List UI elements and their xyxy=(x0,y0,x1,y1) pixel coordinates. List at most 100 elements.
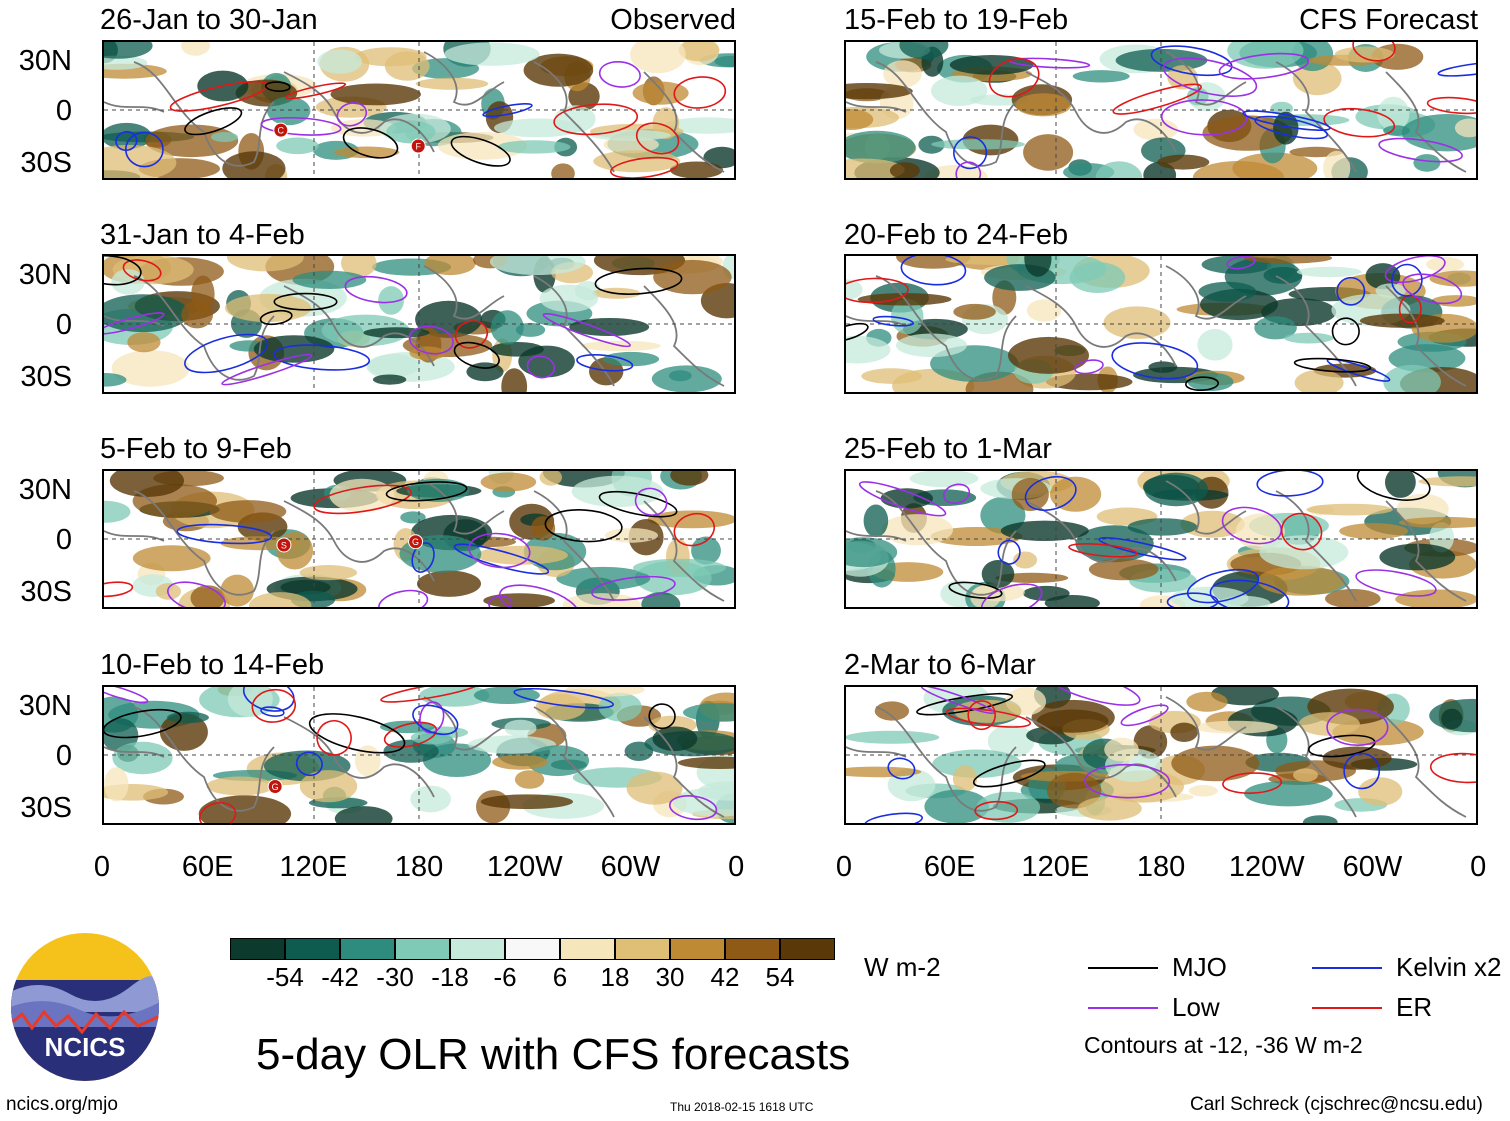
olr-anomaly-blob xyxy=(167,711,209,724)
colorbar-swatch xyxy=(230,938,285,960)
legend-mjo: MJO xyxy=(1088,952,1227,983)
er-contour xyxy=(673,512,716,547)
map-panel xyxy=(844,685,1478,825)
er-contour xyxy=(198,801,237,823)
olr-anomaly-blob xyxy=(490,310,524,345)
low-contour xyxy=(1160,99,1248,136)
olr-anomaly-blob xyxy=(930,527,1023,546)
lon-label: 0 xyxy=(1470,851,1487,883)
olr-anomaly-blob xyxy=(952,765,978,792)
olr-anomaly-blob xyxy=(198,795,292,823)
olr-anomaly-blob xyxy=(526,745,590,777)
colorbar-tick: -54 xyxy=(266,962,304,992)
olr-anomaly-blob xyxy=(1339,523,1408,540)
low-contour xyxy=(336,102,368,127)
er-contour xyxy=(610,156,679,178)
low-contour xyxy=(526,355,556,379)
storm-marker-label: S xyxy=(281,540,287,550)
olr-anomaly-blob xyxy=(1377,96,1410,131)
coastline xyxy=(1385,500,1467,602)
coastline xyxy=(133,61,275,167)
olr-anomaly-blob xyxy=(883,60,922,88)
coastline xyxy=(875,490,1017,596)
coastline xyxy=(133,490,275,596)
olr-anomaly-blob xyxy=(334,146,400,159)
lon-label: 60W xyxy=(1342,851,1403,883)
olr-anomaly-blob xyxy=(1302,815,1338,823)
colorbar xyxy=(230,938,835,960)
kelvin-contour xyxy=(453,543,550,575)
colorbar-tick: 54 xyxy=(765,962,795,992)
olr-anomaly-blob xyxy=(846,279,863,300)
olr-anomaly-blob xyxy=(1024,256,1052,277)
colorbar-swatch xyxy=(560,938,615,960)
panel-tag: CFS Forecast xyxy=(1299,4,1478,36)
lat-label: 30N xyxy=(18,690,72,722)
olr-anomaly-blob xyxy=(490,342,544,357)
olr-anomaly-blob xyxy=(539,284,599,313)
lon-label: 0 xyxy=(728,851,745,883)
er-contour xyxy=(285,82,347,100)
panel-title: 5-Feb to 9-Feb xyxy=(100,433,292,465)
map-canvas xyxy=(846,687,1476,823)
olr-anomaly-blob xyxy=(539,471,562,486)
mjo-contour xyxy=(846,322,869,343)
olr-anomaly-blob xyxy=(846,109,874,130)
olr-anomaly-blob xyxy=(220,574,254,607)
coastline xyxy=(643,716,725,818)
panel-title: 10-Feb to 14-Feb xyxy=(100,649,325,681)
olr-anomaly-blob xyxy=(1383,364,1441,392)
olr-anomaly-blob xyxy=(1323,150,1351,178)
colorbar-tick: -18 xyxy=(431,962,469,992)
kelvin-contour xyxy=(125,131,164,168)
kelvin-contour xyxy=(1391,263,1423,297)
olr-anomaly-blob xyxy=(112,741,173,775)
olr-anomaly-blob xyxy=(531,516,556,541)
olr-anomaly-blob xyxy=(386,120,436,144)
coastline xyxy=(1275,275,1357,387)
footer-author: Carl Schreck (cjschrec@ncsu.edu) xyxy=(1190,1094,1483,1115)
low-contour xyxy=(1326,708,1389,747)
kelvin-contour xyxy=(1209,579,1290,607)
olr-anomaly-blob xyxy=(976,791,1041,823)
low-contour xyxy=(858,481,947,517)
kelvin-contour xyxy=(184,333,269,374)
coastline xyxy=(104,746,165,758)
olr-anomaly-blob xyxy=(1015,93,1072,117)
olr-anomaly-blob xyxy=(1254,316,1297,340)
low-contour xyxy=(378,589,429,607)
mjo-contour xyxy=(453,341,500,369)
olr-anomaly-blob xyxy=(1157,154,1210,170)
mjo-contour xyxy=(648,703,676,730)
kelvin-contour xyxy=(576,354,634,372)
olr-anomaly-blob xyxy=(372,374,407,385)
map-canvas: CF xyxy=(104,42,734,178)
colorbar-swatch xyxy=(505,938,560,960)
olr-anomaly-blob xyxy=(1046,772,1102,809)
low-contour xyxy=(104,687,149,704)
footer-url[interactable]: ncics.org/mjo xyxy=(6,1094,118,1115)
mjo-contour xyxy=(972,759,1046,788)
lat-label: 30N xyxy=(18,259,72,291)
low-contour xyxy=(167,581,226,607)
legend-kelvin: Kelvin x2 xyxy=(1312,952,1502,983)
olr-anomaly-blob xyxy=(1306,503,1393,516)
olr-anomaly-blob xyxy=(299,565,358,581)
olr-anomaly-blob xyxy=(210,132,239,142)
olr-anomaly-blob xyxy=(1418,476,1476,487)
olr-anomaly-blob xyxy=(909,471,979,488)
olr-anomaly-blob xyxy=(1077,796,1142,821)
er-contour xyxy=(1112,83,1202,115)
olr-anomaly-blob xyxy=(206,776,275,796)
olr-anomaly-blob xyxy=(468,735,557,754)
lon-label: 120E xyxy=(279,851,348,883)
coastline xyxy=(283,716,435,798)
olr-anomaly-blob xyxy=(145,124,239,158)
coastline xyxy=(846,530,907,542)
olr-anomaly-blob xyxy=(104,500,131,523)
coastline xyxy=(1385,716,1467,818)
olr-anomaly-blob xyxy=(1358,777,1403,806)
mjo-contour xyxy=(104,708,182,739)
